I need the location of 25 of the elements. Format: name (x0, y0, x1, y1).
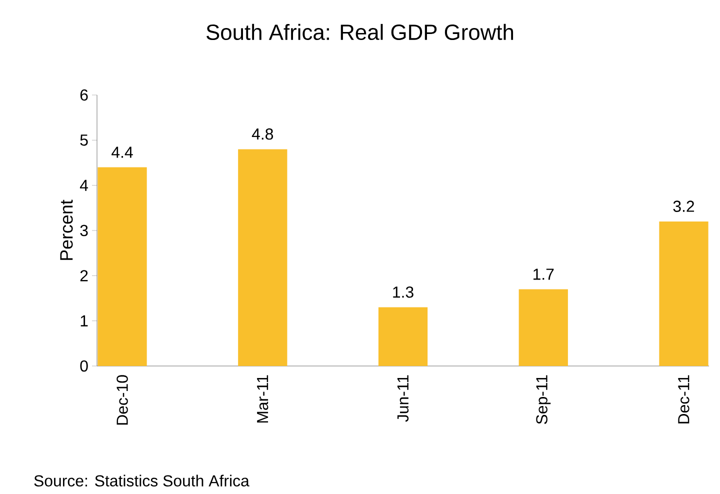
bar (659, 221, 708, 366)
y-tick-label: 1 (80, 315, 88, 326)
y-tick-label: 3 (80, 224, 88, 236)
y-tick-label: 5 (80, 134, 88, 146)
data-label: 1.3 (393, 286, 414, 298)
x-tick-label: Sep-11 (536, 375, 551, 424)
x-tick-label: Dec-11 (678, 375, 690, 424)
data-label: 4.4 (112, 146, 133, 158)
data-label: 1.7 (534, 268, 554, 280)
source-note: Source: Statistics South Africa (34, 474, 250, 486)
x-tick-label: Mar-11 (257, 375, 268, 423)
bar (98, 167, 147, 366)
y-tick-label: 0 (80, 360, 88, 372)
y-axis-title: Percent (60, 200, 73, 260)
data-label: 3.2 (673, 200, 694, 212)
y-tick-label: 6 (80, 89, 88, 101)
bar (518, 289, 568, 366)
y-tick-label: 2 (80, 270, 88, 282)
bar (378, 307, 428, 366)
y-tick-label: 4 (80, 180, 88, 191)
data-label: 4.8 (252, 128, 274, 140)
x-tick-label: Dec-10 (116, 375, 128, 425)
x-tick-label: Jun-11 (397, 375, 409, 422)
chart-title: South Africa: Real GDP Growth (206, 24, 514, 40)
bar (238, 149, 288, 366)
